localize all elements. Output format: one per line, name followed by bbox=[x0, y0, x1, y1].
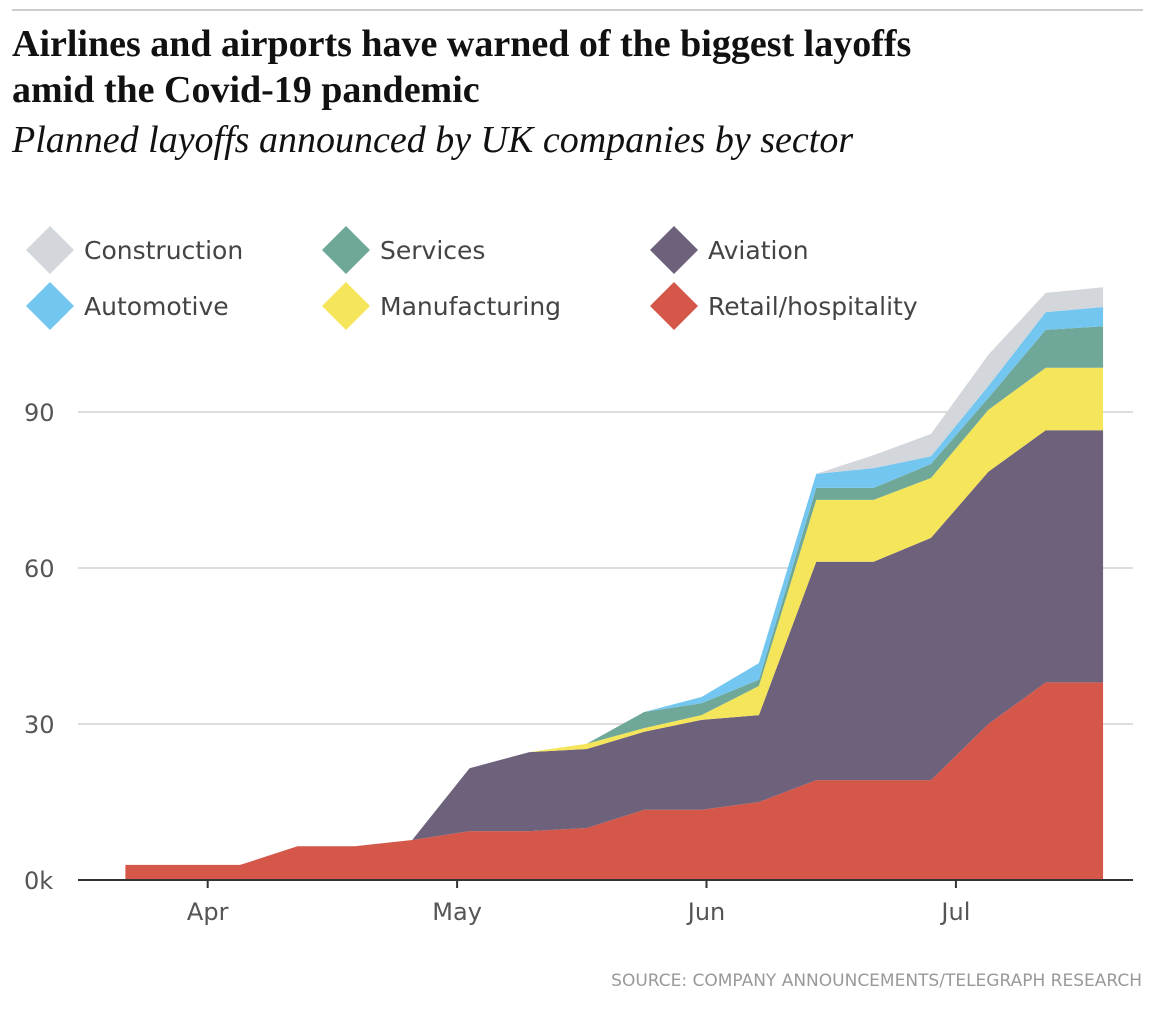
title-line: Airlines and airports have warned of the… bbox=[12, 23, 911, 65]
area bbox=[125, 682, 1104, 880]
area bbox=[125, 287, 1104, 865]
legend-label: Construction bbox=[84, 236, 243, 265]
x-tick-label: Jul bbox=[939, 898, 970, 926]
x-tick-label: May bbox=[432, 898, 482, 926]
legend-swatch bbox=[322, 226, 370, 274]
area bbox=[125, 430, 1104, 865]
legend-swatch bbox=[26, 282, 74, 330]
y-tick-label: 60 bbox=[24, 555, 55, 583]
y-tick-label: 0k bbox=[24, 867, 53, 895]
y-tick-label: 90 bbox=[24, 399, 55, 427]
legend-swatch bbox=[322, 282, 370, 330]
x-tick-label: Jun bbox=[686, 898, 726, 926]
x-tick-label: Apr bbox=[187, 898, 229, 926]
legend-label: Services bbox=[380, 236, 485, 265]
legend-swatch bbox=[650, 226, 698, 274]
legend-label: Automotive bbox=[84, 292, 229, 321]
legend-label: Aviation bbox=[708, 236, 809, 265]
source: SOURCE: COMPANY ANNOUNCEMENTS/TELEGRAPH … bbox=[611, 971, 1142, 991]
area bbox=[125, 326, 1104, 865]
chart-title: Airlines and airports have warned of the… bbox=[12, 23, 911, 111]
chart-subtitle: Planned layoffs announced by UK companie… bbox=[11, 119, 853, 161]
y-tick-label: 30 bbox=[24, 711, 55, 739]
legend-label: Manufacturing bbox=[380, 292, 561, 321]
legend-label: Retail/hospitality bbox=[708, 292, 918, 321]
area bbox=[125, 367, 1104, 865]
title-line: amid the Covid-19 pandemic bbox=[12, 69, 480, 111]
legend-swatch bbox=[650, 282, 698, 330]
legend-swatch bbox=[26, 226, 74, 274]
